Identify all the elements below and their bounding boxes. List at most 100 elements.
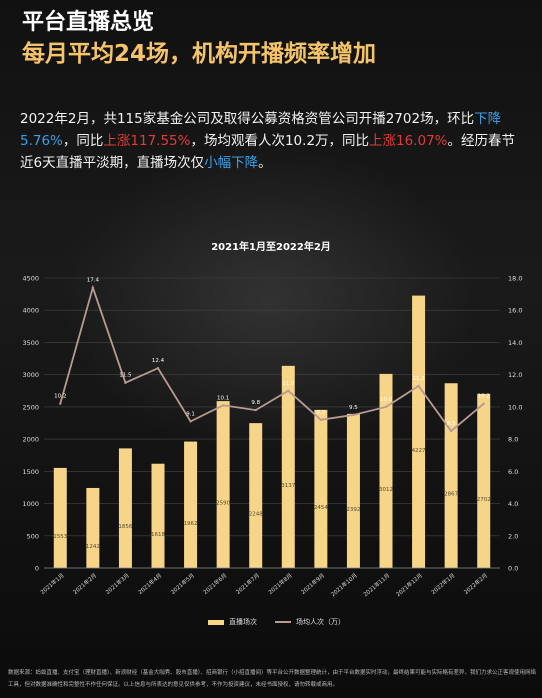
line-value-label: 10.2	[54, 394, 66, 400]
bar-value-label: 4227	[412, 448, 426, 454]
y-left-tick-label: 2000	[22, 436, 39, 444]
line-point	[384, 405, 388, 409]
bar	[249, 423, 263, 568]
page-subtitle: 每月平均24场，机构开播频率增加	[22, 41, 377, 67]
bar-value-label: 2454	[314, 505, 328, 511]
line-point	[91, 286, 95, 289]
y-right-tick-label: 8.0	[508, 436, 518, 444]
bar	[412, 295, 426, 568]
y-left-tick-label: 0	[35, 565, 39, 573]
summary-highlight-yoy: 上涨117.55%	[103, 133, 191, 149]
bar-value-label: 2392	[346, 507, 360, 513]
y-right-tick-label: 18.0	[508, 275, 522, 283]
bar-value-label: 1962	[184, 521, 198, 527]
bar	[86, 487, 100, 568]
x-tick-label: 2021年4月	[136, 571, 163, 595]
line-point	[417, 384, 420, 388]
summary-highlight-slight-decline: 小幅下降	[204, 155, 259, 171]
bar	[184, 441, 198, 568]
line-point	[124, 381, 127, 384]
x-tick-label: 2021年2月	[71, 571, 98, 595]
line-point	[221, 404, 225, 407]
line-value-label: 11.3	[412, 376, 425, 382]
bar	[314, 409, 328, 568]
footnote: 数据来源：蚂蚁直播、支付宝（理财直播）、新浪财经（基金大咖秀、股市直播）、招商银…	[8, 670, 537, 688]
summary-text: 。	[258, 155, 272, 171]
combo-chart: 0 500 1000 1500 2000 2500 3000 3500 4000 4500 0.0 2…	[22, 275, 522, 599]
line-point	[254, 408, 257, 412]
line-point	[319, 418, 323, 421]
legend-line-label: 场均人次（万）	[296, 618, 345, 626]
line-value-label: 11.5	[119, 373, 132, 379]
x-tick-label: 2021年11月	[362, 571, 392, 598]
y-right-tick-label: 16.0	[508, 307, 522, 315]
line-value-label: 10.2	[478, 394, 490, 400]
y-left-tick-label: 1500	[22, 468, 39, 476]
bar-value-label: 3137	[281, 483, 295, 489]
line-point	[449, 429, 453, 433]
legend-bar-label: 直播场次	[229, 618, 257, 626]
chart-legend: 直播场次 场均人次（万）	[208, 617, 345, 627]
x-tick-label: 2021年5月	[169, 571, 196, 595]
y-right-tick-label: 10.0	[508, 403, 522, 411]
line-point	[156, 367, 160, 370]
line-point	[482, 402, 485, 405]
legend-item-line: 场均人次（万）	[275, 617, 345, 627]
bar	[151, 463, 165, 568]
summary-text: 2022年2月，共115家基金公司及取得公募资格资管公司开播2702场，环比	[20, 111, 475, 127]
y-left-tick-label: 2500	[22, 403, 39, 411]
summary-highlight-viewers: 上涨16.07%	[369, 133, 448, 149]
line-value-label: 9.2	[316, 410, 325, 416]
bar	[444, 383, 458, 568]
y-left-tick-label: 4000	[22, 307, 39, 315]
bar-value-label: 1856	[118, 524, 132, 530]
bar-value-label: 1553	[53, 534, 67, 540]
y-left-tick-label: 4500	[22, 275, 39, 283]
header: 平台直播总览 每月平均24场，机构开播频率增加	[22, 8, 376, 70]
y-left-tick-label: 500	[27, 532, 39, 540]
legend-bar-swatch	[208, 619, 224, 625]
bar-value-label: 2248	[249, 512, 263, 518]
line-value-label: 9.8	[251, 400, 260, 406]
bar-value-label: 2702	[477, 497, 491, 503]
bar	[281, 365, 295, 568]
x-tick-label: 2021年9月	[299, 571, 326, 595]
bar	[216, 401, 230, 568]
line-point	[189, 420, 192, 423]
bar	[118, 448, 132, 568]
summary-highlight-decline: 下降	[474, 111, 502, 127]
line-value-label: 9.1	[186, 411, 195, 417]
summary-highlight-mom: 5.76%	[20, 133, 63, 149]
bar-value-label: 3012	[379, 487, 393, 493]
line-value-label: 10.1	[217, 395, 229, 401]
y-left-tick-label: 3000	[22, 371, 39, 379]
line-series	[59, 284, 485, 433]
line-point	[287, 389, 290, 392]
line-point	[59, 402, 62, 405]
x-tick-label: 2021年3月	[104, 571, 131, 595]
bar-value-label: 2590	[216, 501, 230, 507]
line-value-label: 8.5	[447, 421, 456, 427]
y-right-tick-label: 4.0	[508, 500, 518, 508]
line-value-label: 10.0	[380, 397, 393, 403]
line-value-label: 11.0	[282, 381, 295, 387]
y-left-tick-label: 1000	[22, 500, 39, 508]
legend-item-bars: 直播场次	[208, 617, 257, 627]
line-point	[352, 413, 355, 417]
summary-text: 。经历春节近6天直播平淡期，直播场次仅	[20, 133, 516, 171]
y-left-tick-label: 3500	[22, 339, 39, 347]
page-title: 平台直播总览	[22, 10, 155, 35]
line-value-label: 17.4	[87, 278, 100, 284]
summary-text: ，场均观看人次10.2万，同比	[190, 133, 370, 149]
y-right-tick-label: 0.0	[508, 565, 518, 573]
x-tick-label: 2021年1月	[39, 571, 66, 595]
bar	[53, 467, 67, 568]
x-tick-label: 2022年1月	[429, 571, 456, 595]
x-tick-label: 2021年7月	[234, 571, 261, 595]
legend-line-swatch	[275, 621, 291, 623]
line-value-label: 12.4	[152, 358, 165, 364]
chart-title: 2021年1月至2022年2月	[211, 242, 331, 253]
x-tick-label: 2022年2月	[462, 571, 489, 595]
y-right-tick-label: 14.0	[508, 339, 522, 347]
